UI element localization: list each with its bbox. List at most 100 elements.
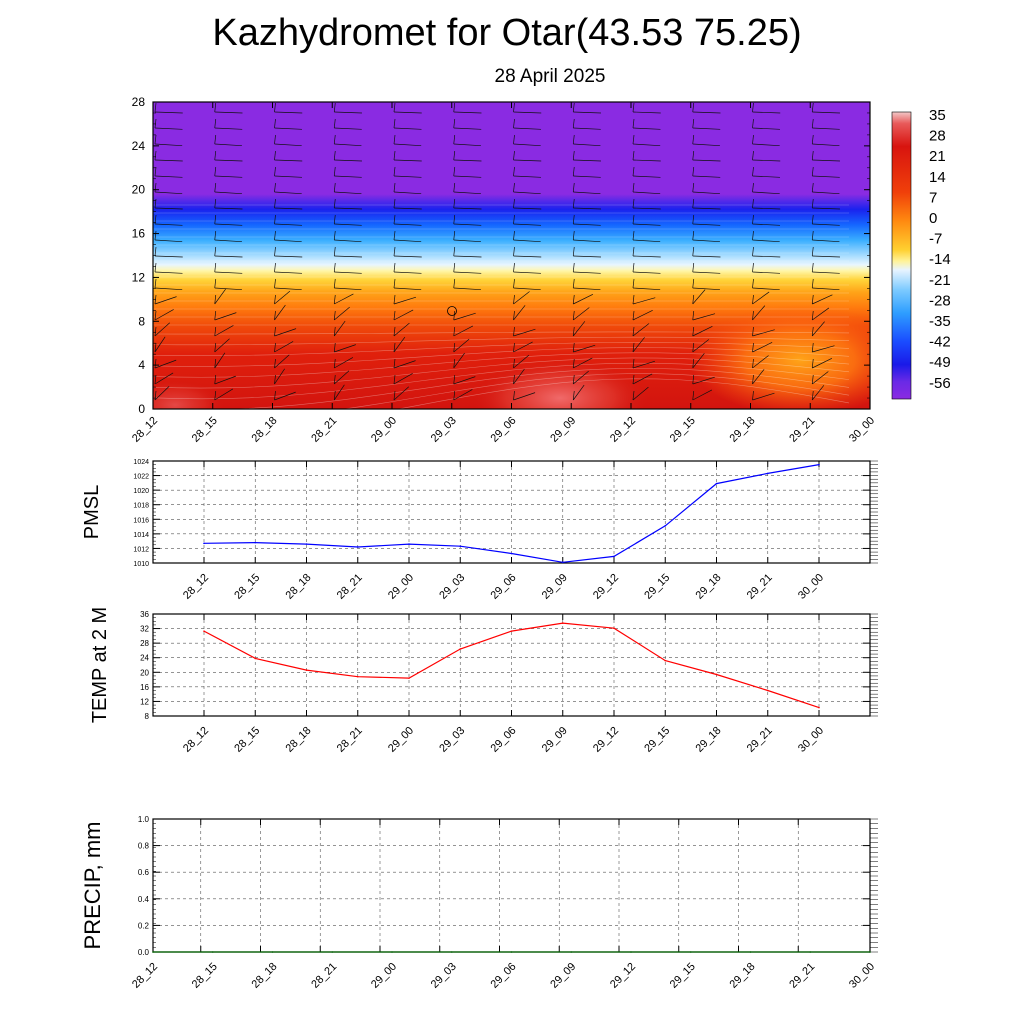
x-tick-label: 29_06 [489, 572, 519, 602]
wind-barb-flag [393, 198, 396, 209]
wind-barb-flag [274, 326, 276, 337]
wind-barb-flag [632, 342, 635, 353]
wind-barb-shaft [513, 392, 536, 401]
x-tick-label: 29_15 [668, 961, 698, 991]
wind-barb-flag [393, 358, 396, 369]
wind-barb-flag [572, 102, 575, 113]
wind-barb-shaft [154, 159, 183, 162]
wind-barb-flag [333, 294, 336, 305]
wind-barb-shaft [453, 191, 481, 195]
wind-barb-flag [274, 262, 276, 273]
wind-barb-shaft [214, 175, 243, 178]
wind-barb-flag [393, 246, 396, 257]
chart-title: Kazhydromet for Otar(43.53 75.25) [212, 12, 801, 54]
wind-barb-shaft [692, 111, 721, 114]
wind-barb-shaft [692, 207, 721, 210]
y-axis-title: PRECIP, mm [80, 822, 105, 950]
wind-barb-flag [811, 390, 814, 401]
wind-barb-flag [572, 150, 575, 161]
x-tick-label: 29_18 [694, 572, 724, 602]
wind-barb-flag [572, 374, 575, 385]
wind-barb-flag [154, 102, 157, 113]
x-tick-label: 29_12 [608, 961, 638, 991]
wind-barb-shaft [214, 191, 242, 195]
contour-line [153, 378, 850, 409]
wind-barb-flag [453, 230, 456, 241]
wind-barb-shaft [872, 388, 888, 400]
wind-barb-flag [453, 310, 456, 321]
wind-barb-shaft [214, 312, 237, 321]
wind-barb-shaft [154, 287, 183, 291]
wind-barb-flag [752, 230, 754, 241]
wind-barb-flag [692, 102, 695, 113]
wind-barb-shaft [154, 359, 177, 369]
colorbar-label: -7 [929, 231, 942, 248]
wind-barb-shaft [513, 341, 533, 353]
wind-barb-shaft [812, 307, 830, 321]
series-point [749, 951, 752, 953]
x-tick-label: 29_03 [429, 415, 459, 445]
series-point [331, 951, 334, 953]
wind-barb-flag [274, 118, 276, 129]
warm-core-region-left [153, 379, 225, 409]
wind-barb-flag [154, 358, 157, 369]
wind-barb-shaft [334, 255, 362, 258]
wind-barb-flag [811, 230, 814, 241]
wind-barb-shaft [632, 239, 661, 243]
y-tick-label: 1018 [133, 503, 149, 510]
wind-barb-flag [393, 310, 396, 321]
wind-barb-flag [154, 278, 157, 289]
wind-barb-shaft [812, 371, 829, 385]
wind-barb-flag [154, 246, 157, 257]
wind-barb-flag [752, 118, 754, 129]
x-tick-label: 28_21 [335, 572, 365, 602]
wind-barb-shaft [513, 255, 542, 258]
wind-barb-flag [811, 102, 814, 113]
cooling-region [690, 305, 870, 409]
wind-barb-flag [692, 358, 695, 369]
wind-barb-shaft [632, 271, 661, 274]
x-tick-label: 29_06 [489, 415, 519, 445]
wind-barb-shaft [334, 111, 362, 114]
wind-barb-shaft [393, 223, 422, 226]
wind-barb-shaft [274, 143, 302, 147]
wind-barb-flag [453, 278, 456, 289]
wind-barb-shaft [872, 311, 892, 320]
x-tick-label: 29_03 [429, 961, 459, 991]
wind-barb-shaft [872, 362, 894, 368]
wind-barb-flag [333, 246, 336, 257]
wind-barb-flag [274, 246, 276, 257]
y-tick-label: 20 [140, 668, 149, 677]
wind-barb-flag [333, 166, 336, 177]
wind-barb-shaft [811, 321, 825, 337]
wind-barb-flag [632, 262, 635, 273]
x-tick-label: 29_12 [608, 415, 638, 445]
y-tick-label: 1.0 [138, 815, 150, 824]
y-tick-label: 1012 [133, 546, 149, 553]
wind-barb-flag [752, 326, 754, 337]
wind-barb-flag [154, 374, 157, 385]
wind-barb-flag [632, 310, 635, 321]
y-tick-label: 0.6 [138, 868, 150, 877]
wind-barb-shaft [752, 287, 780, 291]
x-tick-label: 30_00 [796, 572, 826, 602]
wind-barb-shaft [692, 376, 715, 385]
series-point [356, 675, 359, 678]
wind-barb-shaft [274, 111, 303, 114]
wind-barb-flag [274, 374, 276, 385]
wind-barb-flag [692, 342, 695, 353]
wind-barb-shaft [453, 127, 482, 130]
wind-barb-shaft [573, 294, 594, 305]
wind-barb-flag [274, 134, 276, 145]
wind-barb-shaft [572, 321, 586, 337]
wind-barb-flag [513, 374, 515, 385]
wind-barb-shaft [812, 127, 840, 130]
wind-barb-shaft [154, 372, 174, 385]
wind-barb-flag [872, 199, 873, 208]
wind-barb-shaft [214, 388, 234, 401]
wind-barb-shaft [752, 271, 781, 274]
calm-wind-marker [447, 306, 457, 316]
wind-barb-shaft [154, 143, 183, 147]
series-point [459, 648, 462, 650]
wind-barb-shaft [632, 297, 656, 305]
